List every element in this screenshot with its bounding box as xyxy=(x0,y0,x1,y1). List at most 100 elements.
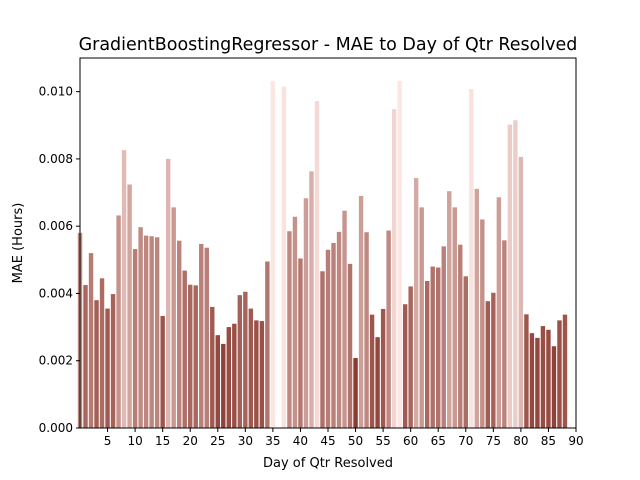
bar-day-75 xyxy=(491,292,496,428)
bar-day-84 xyxy=(540,326,546,428)
x-tick-label: 30 xyxy=(238,434,253,448)
bar-day-9 xyxy=(127,184,132,428)
bar-day-15 xyxy=(160,315,165,428)
bar-day-3 xyxy=(94,300,99,428)
bar-day-80 xyxy=(518,156,524,428)
y-axis-label: MAE (Hours) xyxy=(11,203,26,284)
x-tick-label: 5 xyxy=(104,434,112,448)
bar-day-83 xyxy=(535,337,540,428)
x-tick-label: 35 xyxy=(265,434,280,448)
bar-day-54 xyxy=(375,337,380,428)
bar-day-29 xyxy=(237,295,243,428)
chart-title: GradientBoostingRegressor - MAE to Day o… xyxy=(79,35,578,55)
x-tick-label: 65 xyxy=(431,434,446,448)
x-tick-label: 70 xyxy=(458,434,473,448)
bar-day-7 xyxy=(116,215,121,428)
x-tick-label: 25 xyxy=(210,434,225,448)
bar-day-14 xyxy=(154,237,160,428)
bar-day-61 xyxy=(413,178,419,428)
bar-day-30 xyxy=(243,291,248,428)
bar-day-82 xyxy=(529,333,535,428)
bar-day-38 xyxy=(287,231,292,428)
bar-day-70 xyxy=(463,276,468,428)
y-tick-label: 0.000 xyxy=(39,421,73,435)
bar-day-78 xyxy=(507,124,513,428)
bar-day-74 xyxy=(485,301,491,428)
bar-day-13 xyxy=(149,236,154,428)
bar-day-62 xyxy=(419,207,424,428)
bar-day-81 xyxy=(524,314,529,428)
bar-day-39 xyxy=(292,216,298,428)
bar-day-23 xyxy=(204,247,209,428)
x-tick-label: 60 xyxy=(403,434,418,448)
bar-day-44 xyxy=(320,271,325,428)
bar-day-79 xyxy=(513,120,518,428)
bar-day-60 xyxy=(408,286,413,428)
bar-day-11 xyxy=(138,227,143,428)
x-axis-label: Day of Qtr Resolved xyxy=(263,456,393,471)
x-tick-label: 80 xyxy=(513,434,528,448)
bar-day-72 xyxy=(474,188,480,428)
x-tick-label: 15 xyxy=(155,434,170,448)
x-tick-label: 90 xyxy=(568,434,583,448)
bar-day-51 xyxy=(358,195,364,428)
y-tick-label: 0.004 xyxy=(39,286,73,300)
bar-day-50 xyxy=(353,358,358,428)
bar-day-46 xyxy=(331,243,336,428)
bar-day-49 xyxy=(347,263,353,428)
bar-day-67 xyxy=(447,191,452,428)
bar-day-5 xyxy=(105,308,110,428)
bar-day-88 xyxy=(562,314,568,428)
bar-day-10 xyxy=(132,249,138,428)
bar-day-2 xyxy=(88,253,94,428)
x-tick-label: 45 xyxy=(320,434,335,448)
bar-day-12 xyxy=(143,235,149,428)
bar-day-31 xyxy=(248,308,254,428)
bar-day-56 xyxy=(386,230,391,428)
bar-day-43 xyxy=(314,101,320,429)
bar-day-45 xyxy=(325,249,331,428)
bar-day-66 xyxy=(441,246,446,428)
y-tick-label: 0.008 xyxy=(39,152,73,166)
bar-day-42 xyxy=(309,171,314,428)
bar-day-48 xyxy=(342,210,347,428)
bar-day-40 xyxy=(298,258,303,428)
bar-day-63 xyxy=(425,281,430,428)
bar-day-41 xyxy=(303,198,309,428)
bar-day-68 xyxy=(452,207,457,428)
bar-day-85 xyxy=(546,329,551,428)
y-tick-label: 0.006 xyxy=(39,219,73,233)
bar-day-73 xyxy=(480,219,485,428)
bar-day-64 xyxy=(430,266,435,428)
bar-day-86 xyxy=(551,346,557,428)
bar-day-33 xyxy=(259,321,265,428)
bar-day-22 xyxy=(199,244,204,428)
bar-day-6 xyxy=(110,294,116,428)
bar-day-32 xyxy=(254,320,259,428)
bar-day-19 xyxy=(182,270,187,428)
x-tick-label: 75 xyxy=(486,434,501,448)
bar-day-53 xyxy=(369,314,375,428)
bar-day-4 xyxy=(99,278,105,428)
bar-day-20 xyxy=(188,284,193,428)
x-tick-label: 55 xyxy=(375,434,390,448)
bar-day-1 xyxy=(83,285,88,428)
bar-day-52 xyxy=(364,232,369,428)
bar-day-35 xyxy=(270,80,276,429)
bar-day-25 xyxy=(215,335,220,428)
x-tick-label: 85 xyxy=(541,434,556,448)
bar-day-76 xyxy=(496,197,502,428)
bars-group xyxy=(77,80,568,429)
bar-day-47 xyxy=(336,231,342,428)
bar-day-57 xyxy=(391,109,397,428)
bar-day-8 xyxy=(121,150,127,428)
bar-day-18 xyxy=(177,240,182,428)
bar-day-71 xyxy=(469,88,474,428)
bar-day-28 xyxy=(232,323,237,428)
bar-day-34 xyxy=(265,261,270,428)
x-axis-ticks: 5 10 15 20 25 30 35 40 45 50 55 60 65 70 75 80 85 90 xyxy=(104,428,584,448)
bar-day-59 xyxy=(402,304,408,428)
bar-day-77 xyxy=(502,240,507,428)
bar-day-55 xyxy=(380,308,386,428)
